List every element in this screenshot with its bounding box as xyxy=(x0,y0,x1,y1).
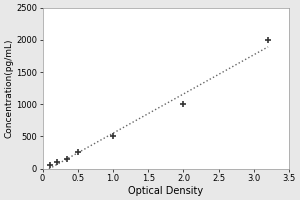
X-axis label: Optical Density: Optical Density xyxy=(128,186,203,196)
Y-axis label: Concentration(pg/mL): Concentration(pg/mL) xyxy=(4,38,13,138)
